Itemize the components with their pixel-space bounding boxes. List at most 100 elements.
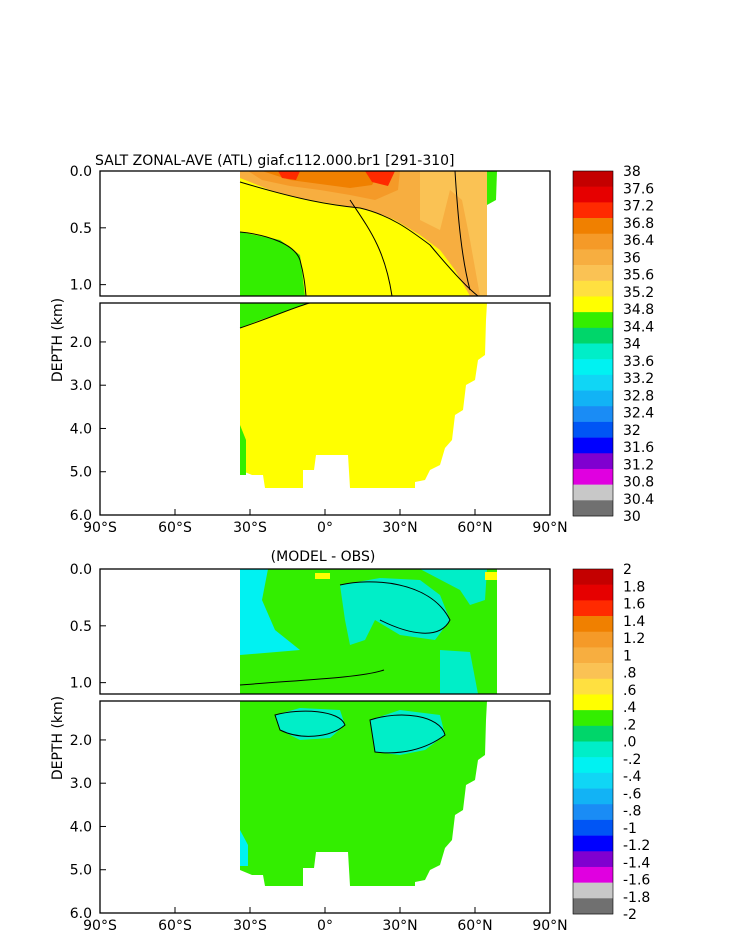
x-tick-label: 60°N [457,520,492,536]
colorbar-swatch [573,647,613,664]
colorbar-swatch [573,484,613,501]
colorbar-label: 1.2 [623,631,645,647]
colorbar-swatch [573,569,613,585]
y-tick-label: 6.0 [70,906,92,922]
lower-panel-contours [240,701,487,886]
colorbar-swatch [573,327,613,344]
colorbar-swatch [573,265,613,282]
colorbar-swatch [573,741,613,758]
chart-title: (MODEL - OBS) [271,549,376,565]
colorbar-swatch [573,819,613,836]
colorbar-swatch [573,233,613,250]
colorbar-label: 37.2 [623,199,654,215]
colorbar-swatch [573,788,613,805]
colorbar-label: 30 [623,509,641,525]
y-tick-label: 5.0 [70,465,92,481]
colorbar: 3837.637.236.836.43635.635.234.834.43433… [572,164,654,525]
colorbar-swatch [573,772,613,789]
colorbar-label: 30.8 [623,475,654,491]
colorbar-label: .4 [623,700,636,716]
colorbar-label: 1.6 [623,597,645,613]
x-tick-label: 30°N [382,520,417,536]
colorbar-label: 31.2 [623,457,654,473]
colorbar-swatch [573,866,613,883]
x-tick-label: 90°S [83,918,117,934]
y-axis-ticks: 0.0 0.5 1.0 2.0 3.0 4.0 5.0 6.0 [70,164,106,524]
colorbar-label: -.6 [623,786,642,802]
colorbar-swatch [573,898,613,915]
x-tick-label: 90°N [532,520,567,536]
colorbar-swatch [573,171,613,187]
colorbar-label: 32.4 [623,406,654,422]
colorbar-label: 36.8 [623,216,654,232]
y-tick-label: 4.0 [70,421,92,437]
colorbar-label: .6 [623,683,636,699]
y-tick-label: 0.0 [70,562,92,578]
model-minus-obs-chart: (MODEL - OBS) 0.00.51.02.03.04.05.06.0 9… [50,549,650,934]
colorbar-label: -1.6 [623,873,650,889]
colorbar-swatch [573,312,613,329]
colorbar-swatch [573,631,613,648]
colorbar-label: 34 [623,337,641,353]
colorbar-swatch [573,663,613,680]
x-tick-label: 90°N [532,918,567,934]
colorbar-swatch [573,280,613,297]
colorbar-swatch [573,296,613,313]
colorbar-label: 30.4 [623,492,654,508]
y-tick-label: 2.0 [70,733,92,749]
x-axis-ticks: 90°S 60°S 30°S 0° 30°N 60°N 90°N [83,907,568,934]
colorbar-label: 38 [623,164,641,180]
colorbar-swatch [573,374,613,391]
colorbar-swatch [573,835,613,852]
colorbar-label: 1 [623,648,632,664]
colorbar-label: .2 [623,717,636,733]
colorbar-swatch [573,725,613,742]
colorbar-label: .8 [623,666,636,682]
y-tick-label: 0.5 [70,221,92,237]
colorbar-swatch [573,678,613,695]
colorbar-label: 1.8 [623,579,645,595]
y-tick-label: 6.0 [70,508,92,524]
y-tick-label: 0.5 [70,619,92,635]
colorbar-swatch [573,882,613,899]
colorbar-label: 37.6 [623,181,654,197]
colorbar-swatch [573,406,613,423]
colorbar-swatch [573,453,613,470]
salt-zonal-average-chart: SALT ZONAL-AVE (ATL) giaf.c112.000.br1 [… [50,153,654,536]
upper-panel-frame [99,568,551,695]
y-tick-label: 3.0 [70,378,92,394]
colorbar-label: -2 [623,907,637,923]
upper-panel-frame [99,170,551,297]
colorbar: 21.81.61.41.21.8.6.4.2.0-.2-.4-.6-.8-1-1… [572,562,650,923]
colorbar-label: 33.6 [623,354,654,370]
colorbar-label: .0 [623,735,636,751]
colorbar-swatch [573,694,613,711]
colorbar-swatch [573,584,613,601]
colorbar-swatch [573,202,613,219]
y-tick-label: 1.0 [70,676,92,692]
colorbar-label: -.8 [623,804,641,820]
colorbar-swatch [573,218,613,235]
colorbar-swatch [573,616,613,633]
colorbar-swatch [573,600,613,617]
y-tick-label: 4.0 [70,819,92,835]
colorbar-label: 32.8 [623,388,654,404]
colorbar-label: -1.4 [623,855,650,871]
y-tick-label: 0.0 [70,164,92,180]
colorbar-swatch [573,500,613,517]
x-tick-label: 0° [317,520,333,536]
colorbar-frame [572,170,614,517]
colorbar-label: 35.6 [623,268,654,284]
y-axis-label: DEPTH (km) [50,696,66,780]
colorbar-label: -1 [623,821,637,837]
colorbar-label: 34.8 [623,302,654,318]
colorbar-swatch [573,390,613,407]
colorbar-label: 36 [623,250,641,266]
colorbar-swatch [573,421,613,438]
colorbar-swatch [573,804,613,821]
colorbar-swatch [573,851,613,868]
colorbar-label: -1.2 [623,838,650,854]
colorbar-swatch [573,468,613,485]
y-tick-label: 5.0 [70,863,92,879]
